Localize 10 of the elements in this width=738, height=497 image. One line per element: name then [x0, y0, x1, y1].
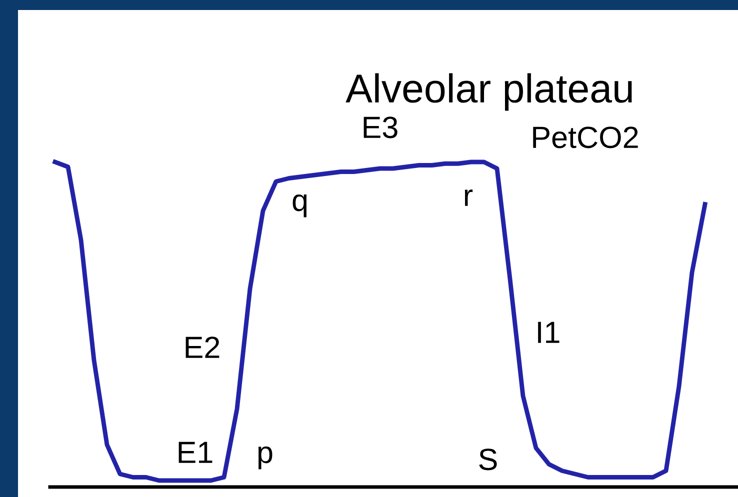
text: E3: [364, 116, 398, 138]
annotation: S: [479, 448, 497, 470]
annotation: E1: [178, 442, 212, 463]
text: Alveolar plateau: [346, 73, 632, 111]
text: PetCO2: [533, 126, 638, 148]
annotation: p: [258, 446, 272, 470]
annotation: E2: [186, 336, 220, 358]
annotation: q: [292, 194, 307, 218]
annotation: r: [464, 189, 473, 206]
annotation: I1: [538, 322, 560, 343]
